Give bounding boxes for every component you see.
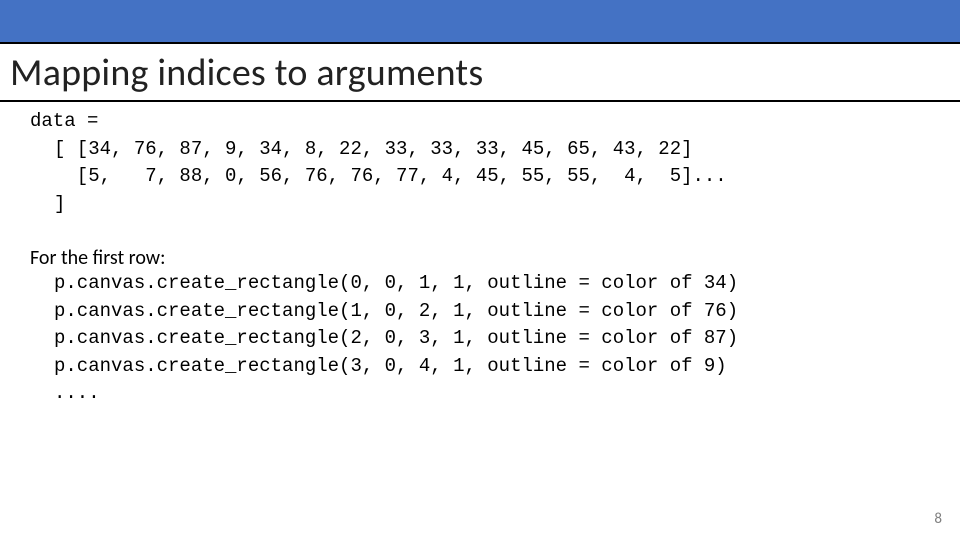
rect-call-3: p.canvas.create_rectangle(3, 0, 4, 1, ou… [30,353,930,381]
code-row-2: [5, 7, 88, 0, 56, 76, 76, 77, 4, 45, 55,… [30,163,930,191]
prose-lead: For the first row: [30,246,930,270]
rect-call-0: p.canvas.create_rectangle(0, 0, 1, 1, ou… [30,270,930,298]
slide-title: Mapping indices to arguments [0,44,960,100]
code-row-1: [ [34, 76, 87, 9, 34, 8, 22, 33, 33, 33,… [30,136,930,164]
rect-call-1: p.canvas.create_rectangle(1, 0, 2, 1, ou… [30,298,930,326]
accent-bar [0,0,960,42]
slide-number: 8 [934,510,942,528]
slide-body: data = [ [34, 76, 87, 9, 34, 8, 22, 33, … [0,102,960,408]
code-close: ] [30,191,930,219]
code-data-header: data = [30,108,930,136]
ellipsis: .... [30,380,930,408]
rect-call-2: p.canvas.create_rectangle(2, 0, 3, 1, ou… [30,325,930,353]
